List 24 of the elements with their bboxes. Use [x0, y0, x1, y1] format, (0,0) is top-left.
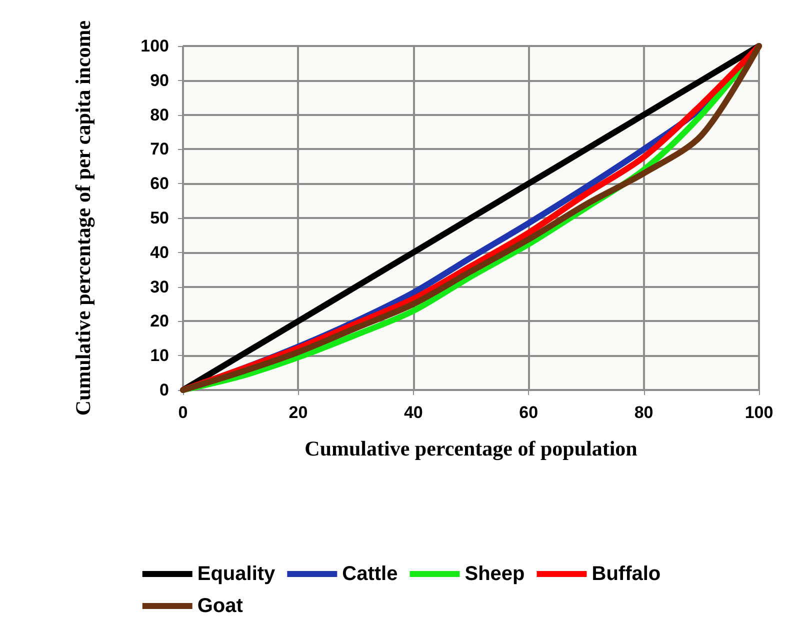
y-tick-label: 70: [150, 140, 169, 159]
legend-label: Equality: [197, 563, 276, 585]
legend-label: Goat: [197, 595, 244, 617]
x-axis-title: Cumulative percentage of population: [304, 436, 638, 460]
y-tick-label: 0: [160, 380, 169, 400]
x-tick-label: 20: [288, 403, 308, 422]
y-tick-label: 90: [150, 70, 169, 90]
x-tick-label: 100: [744, 403, 774, 422]
y-tick-label: 40: [150, 242, 169, 262]
y-tick-label: 100: [140, 36, 169, 56]
y-tick-label: 60: [150, 174, 169, 194]
y-tick-label: 10: [150, 346, 169, 366]
x-tick-label: 80: [634, 403, 654, 422]
y-tick-label: 80: [150, 105, 169, 124]
x-tick-label: 40: [404, 403, 423, 422]
x-tick-label: 60: [519, 403, 538, 422]
x-tick-label: 0: [178, 403, 188, 422]
y-tick-label: 20: [150, 312, 169, 331]
y-tick-label: 30: [150, 277, 169, 296]
y-axis-title: Cumulative percentage of per capita income: [71, 20, 95, 416]
legend-label: Buffalo: [592, 563, 661, 585]
y-tick-label: 50: [150, 208, 169, 228]
legend-label: Cattle: [342, 563, 398, 585]
legend-label: Sheep: [464, 563, 525, 585]
